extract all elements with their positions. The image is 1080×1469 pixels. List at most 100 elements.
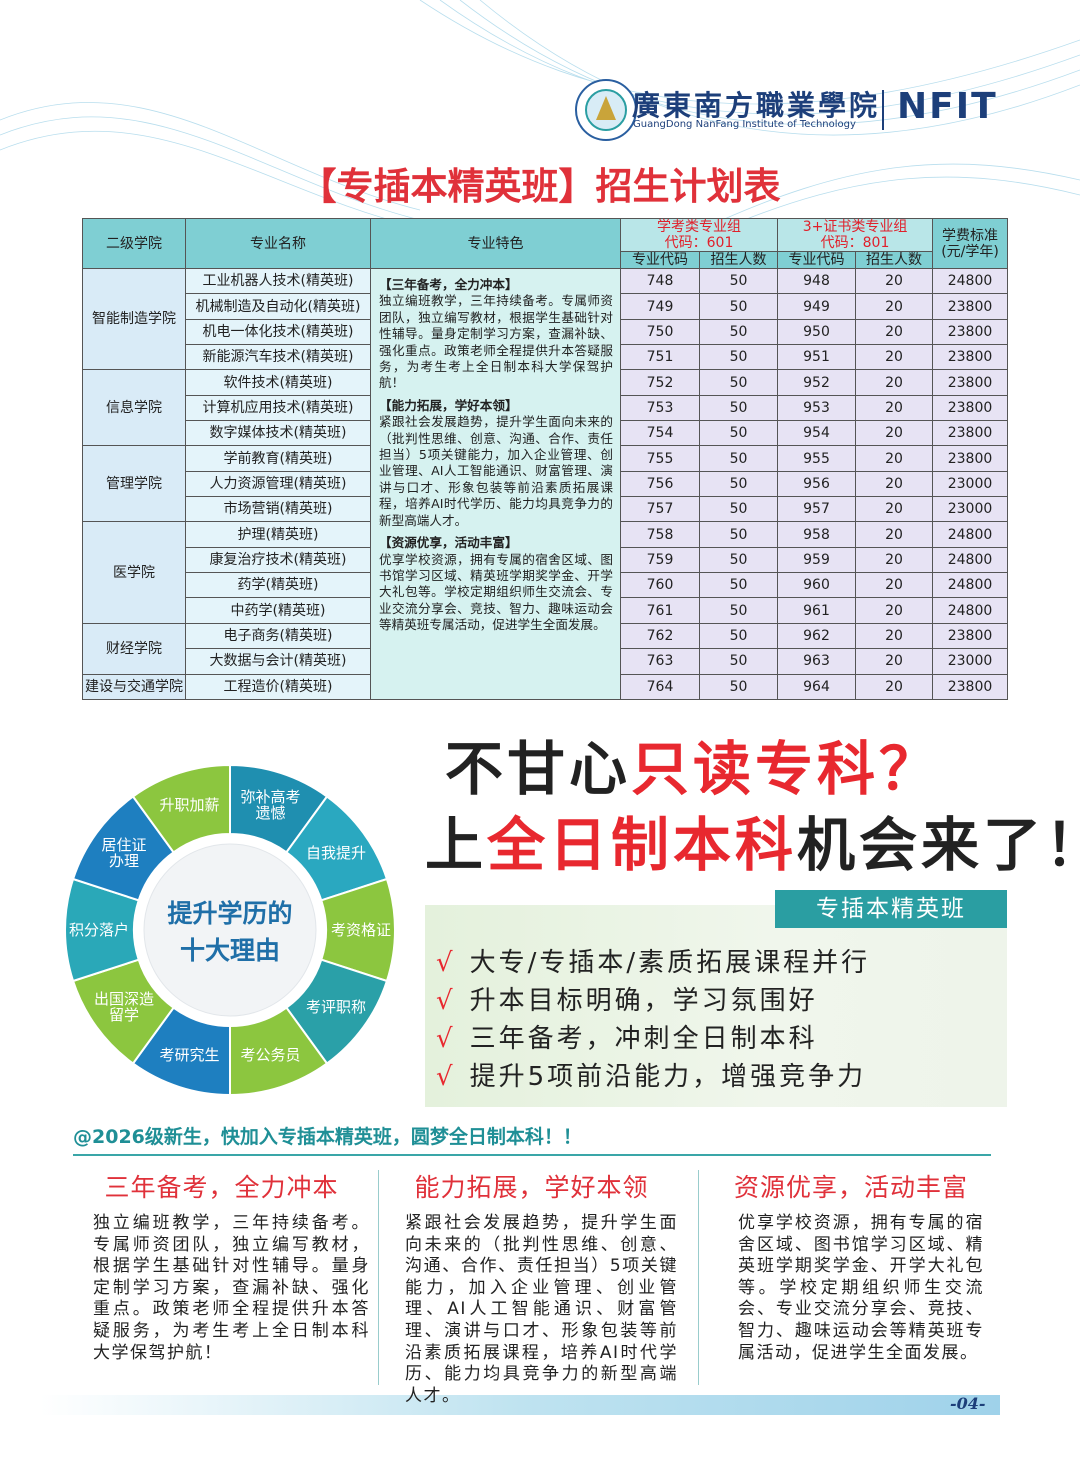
highlight-item: √ 提升5项前沿能力，增强竞争力 <box>436 1056 866 1093</box>
number-cell: 962 <box>777 622 856 650</box>
number-cell: 953 <box>777 394 856 422</box>
number-cell: 50 <box>699 394 778 422</box>
highlight-text: 三年备考，冲刺全日制本科 <box>469 1024 818 1054</box>
major-cell: 数字媒体技术(精英班) <box>185 420 371 447</box>
divider <box>73 1154 991 1156</box>
slogan-text: 机会来了！ <box>797 811 1080 879</box>
highlight-text: 大专/专插本/素质拓展课程并行 <box>469 948 871 978</box>
number-cell: 752 <box>620 369 700 396</box>
number-cell: 20 <box>854 445 934 472</box>
major-cell: 学前教育(精英班) <box>185 445 371 472</box>
page-title: 【专插本精英班】招生计划表 <box>299 165 781 208</box>
column-title: 资源优享，活动丰富 <box>733 1173 968 1202</box>
number-cell: 958 <box>777 521 856 548</box>
table-row: 信息学院 软件技术(精英班) 752 50 952 20 23800 <box>82 369 1009 447</box>
major-cell: 护理(精英班) <box>185 521 371 548</box>
header-cell: 3+证书类专业组 代码：801 <box>776 218 934 252</box>
major-cell: 软件技术(精英班) <box>185 369 371 396</box>
table-row: 市场营销(精英班) 757 50 957 20 23000 <box>83 496 1009 523</box>
column-title: 三年备考，全力冲本 <box>104 1173 339 1202</box>
subheader-cell: 招生人数 <box>854 251 934 269</box>
number-cell: 20 <box>854 496 934 523</box>
college-cell: 财经学院 <box>82 622 186 675</box>
column-text: 紧跟社会发展趋势，提升学生面向未来的（批判性思维、创意、沟通、合作、责任担当）5… <box>405 1213 678 1406</box>
number-cell: 754 <box>620 420 700 447</box>
number-cell: 759 <box>620 546 700 574</box>
number-cell: 760 <box>620 572 700 599</box>
number-cell: 24800 <box>932 267 1009 295</box>
subheader-cell: 专业代码 <box>620 251 700 269</box>
number-cell: 954 <box>777 420 856 447</box>
wheel-graphic <box>64 763 396 1097</box>
number-cell: 24800 <box>932 597 1009 624</box>
table-row: 医学院 护理(精英班) 758 50 958 20 24800 <box>82 521 1009 624</box>
number-cell: 23800 <box>932 394 1009 422</box>
header-row: 专业代码 招生人数 专业代码 招生人数 <box>83 251 1008 269</box>
check-mark: √ <box>436 986 456 1016</box>
number-cell: 50 <box>699 369 778 396</box>
decoration <box>0 0 1080 230</box>
table-row: 人力资源管理(精英班) 756 50 956 20 23000 <box>83 470 1009 498</box>
segment-label: 居住证 办理 <box>101 836 147 870</box>
number-cell: 50 <box>699 420 778 447</box>
college-cell: 建设与交通学院 <box>82 673 186 700</box>
number-cell: 23800 <box>932 318 1009 346</box>
number-cell: 20 <box>854 470 934 498</box>
number-cell: 50 <box>699 293 778 320</box>
major-cell: 计算机应用技术(精英班) <box>185 394 371 422</box>
number-cell: 23800 <box>932 293 1009 320</box>
number-cell: 751 <box>620 344 700 371</box>
highlight-tag: 专插本精英班 <box>775 890 1007 928</box>
wheel-core <box>143 843 317 1017</box>
segment-label: 考资格证 <box>330 921 391 939</box>
major-cell: 康复治疗技术(精英班) <box>185 546 371 574</box>
major-cell: 电子商务(精英班) <box>185 622 371 650</box>
segment-label: 出国深造 留学 <box>94 989 155 1024</box>
plan-table: 二级学院 专业名称 专业特色 学考类专业组 代码：601 3+证书类专业组 代码：801… <box>82 218 1009 700</box>
footer-bar <box>40 1395 1000 1415</box>
slogan-text: 不甘心 <box>445 735 632 803</box>
number-cell: 20 <box>854 673 934 700</box>
check-mark: √ <box>436 1024 456 1054</box>
number-cell: 20 <box>854 572 934 599</box>
header-cell: 学费标准 (元/学年) <box>932 218 1009 269</box>
features-cell: 【三年备考，全力冲本】 独立编班教学，三年持续备考。专属师资团队，独立编写教材，根… <box>370 268 621 700</box>
table-row: 管理学院 学前教育(精英班) 755 50 955 20 23800 <box>82 445 1009 523</box>
table-row: 康复治疗技术(精英班) 759 50 959 20 24800 <box>83 546 1009 574</box>
number-cell: 50 <box>699 496 778 523</box>
table-row: 机械制造及自动化(精英班) 749 50 949 20 23800 <box>83 293 1009 320</box>
major-cell: 机电一体化技术(精英班) <box>185 318 371 346</box>
subheader-cell: 招生人数 <box>699 251 778 269</box>
logo-abbr: NFIT <box>897 86 998 127</box>
number-cell: 50 <box>699 470 778 498</box>
number-cell: 762 <box>620 622 700 650</box>
number-cell: 757 <box>620 496 700 523</box>
number-cell: 20 <box>854 546 934 574</box>
number-cell: 20 <box>854 521 934 548</box>
feature-text: 独立编班教学，三年持续备考。专属师资团队，独立编写教材，根据学生基础针对性辅导。… <box>379 293 613 391</box>
number-cell: 20 <box>854 622 934 650</box>
number-cell: 20 <box>854 420 934 447</box>
table-row: 中药学(精英班) 761 50 961 20 24800 <box>83 597 1009 624</box>
wheel-center: 提升学历的 十大理由 <box>167 899 293 965</box>
number-cell: 748 <box>620 267 700 295</box>
highlight-item: √ 大专/专插本/素质拓展课程并行 <box>436 942 870 979</box>
number-cell: 948 <box>777 267 856 295</box>
call-to-action: @2026级新生，快加入专插本精英班，圆梦全日制本科！！ <box>73 1126 582 1148</box>
column-text: 优享学校资源，拥有专属的宿舍区域、图书馆学习区域、精英班学期奖学金、开学大礼包等… <box>738 1213 984 1363</box>
number-cell: 50 <box>699 521 778 548</box>
college-cell: 医学院 <box>82 521 186 624</box>
number-cell: 763 <box>620 648 700 675</box>
major-cell: 人力资源管理(精英班) <box>185 470 371 498</box>
highlight-text: 升本目标明确，学习氛围好 <box>469 986 818 1016</box>
number-cell: 23000 <box>932 470 1009 498</box>
major-cell: 工业机器人技术(精英班) <box>185 267 371 295</box>
number-cell: 952 <box>777 369 856 396</box>
table-row: 财经学院 电子商务(精英班) 762 50 962 20 23800 <box>82 622 1009 675</box>
slogan-highlight: 全日制本科 <box>487 811 798 879</box>
column-divider <box>378 1170 379 1385</box>
number-cell: 20 <box>854 267 934 295</box>
logo-chinese: 廣東南方職業學院 <box>632 89 881 122</box>
number-cell: 951 <box>777 344 856 371</box>
